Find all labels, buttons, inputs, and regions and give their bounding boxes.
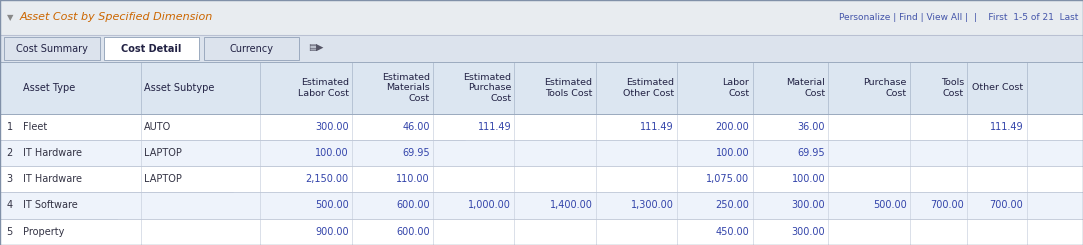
Text: 3: 3 <box>6 174 13 184</box>
Text: Property: Property <box>23 227 64 237</box>
Bar <box>204 37 299 60</box>
Text: IT Hardware: IT Hardware <box>23 174 81 184</box>
Text: 700.00: 700.00 <box>990 200 1023 210</box>
Text: 500.00: 500.00 <box>315 200 349 210</box>
Text: Personalize | Find | View All |  |    First  1-5 of 21  Last: Personalize | Find | View All | | First … <box>839 13 1079 22</box>
Text: 500.00: 500.00 <box>873 200 906 210</box>
Text: IT Hardware: IT Hardware <box>23 148 81 158</box>
Text: 5: 5 <box>6 227 13 237</box>
Text: Estimated
Materials
Cost: Estimated Materials Cost <box>382 73 430 103</box>
Text: Asset Subtype: Asset Subtype <box>144 83 214 93</box>
Bar <box>0 219 1083 245</box>
Text: AUTO: AUTO <box>144 122 171 132</box>
Text: 250.00: 250.00 <box>716 200 749 210</box>
Bar <box>0 35 1083 62</box>
Text: ▤▶: ▤▶ <box>309 44 324 53</box>
Text: 111.49: 111.49 <box>478 122 511 132</box>
Text: 300.00: 300.00 <box>792 200 825 210</box>
Text: IT Software: IT Software <box>23 200 78 210</box>
Bar <box>0 166 1083 192</box>
Text: 1,400.00: 1,400.00 <box>549 200 592 210</box>
Bar <box>104 37 199 60</box>
Text: Asset Cost by Specified Dimension: Asset Cost by Specified Dimension <box>19 12 212 22</box>
Text: 46.00: 46.00 <box>403 122 430 132</box>
Text: 100.00: 100.00 <box>716 148 749 158</box>
Text: 200.00: 200.00 <box>716 122 749 132</box>
Bar <box>0 0 1083 35</box>
Text: Fleet: Fleet <box>23 122 47 132</box>
Text: Estimated
Labor Cost: Estimated Labor Cost <box>298 78 349 98</box>
Text: Purchase
Cost: Purchase Cost <box>863 78 906 98</box>
Text: 69.95: 69.95 <box>797 148 825 158</box>
Text: 900.00: 900.00 <box>315 227 349 237</box>
Text: LAPTOP: LAPTOP <box>144 148 182 158</box>
Text: Cost Detail: Cost Detail <box>121 44 182 53</box>
Text: Estimated
Purchase
Cost: Estimated Purchase Cost <box>464 73 511 103</box>
Bar <box>0 114 1083 140</box>
Text: 100.00: 100.00 <box>792 174 825 184</box>
Text: ▼: ▼ <box>6 13 13 22</box>
Text: 700.00: 700.00 <box>930 200 964 210</box>
Text: Cost Summary: Cost Summary <box>16 44 88 53</box>
Text: 1,300.00: 1,300.00 <box>630 200 674 210</box>
Text: 450.00: 450.00 <box>716 227 749 237</box>
Text: Asset Type: Asset Type <box>23 83 75 93</box>
Text: Other Cost: Other Cost <box>973 84 1023 92</box>
Text: 111.49: 111.49 <box>990 122 1023 132</box>
Text: Currency: Currency <box>230 44 273 53</box>
Text: 2: 2 <box>6 148 13 158</box>
Text: Material
Cost: Material Cost <box>786 78 825 98</box>
Bar <box>0 140 1083 166</box>
Text: Estimated
Other Cost: Estimated Other Cost <box>623 78 674 98</box>
Text: 300.00: 300.00 <box>315 122 349 132</box>
Text: 1,000.00: 1,000.00 <box>468 200 511 210</box>
Text: 300.00: 300.00 <box>792 227 825 237</box>
Text: 69.95: 69.95 <box>402 148 430 158</box>
Bar <box>0 192 1083 219</box>
Text: 110.00: 110.00 <box>396 174 430 184</box>
Text: Estimated
Tools Cost: Estimated Tools Cost <box>545 78 592 98</box>
Text: 1,075.00: 1,075.00 <box>706 174 749 184</box>
Text: 100.00: 100.00 <box>315 148 349 158</box>
Text: Labor
Cost: Labor Cost <box>722 78 749 98</box>
Text: 2,150.00: 2,150.00 <box>305 174 349 184</box>
Text: 600.00: 600.00 <box>396 227 430 237</box>
Bar <box>0 62 1083 114</box>
Text: 600.00: 600.00 <box>396 200 430 210</box>
Text: LAPTOP: LAPTOP <box>144 174 182 184</box>
Text: 4: 4 <box>6 200 13 210</box>
Text: 1: 1 <box>6 122 13 132</box>
Bar <box>4 37 100 60</box>
Text: 111.49: 111.49 <box>640 122 674 132</box>
Text: 36.00: 36.00 <box>798 122 825 132</box>
Text: Tools
Cost: Tools Cost <box>941 78 964 98</box>
